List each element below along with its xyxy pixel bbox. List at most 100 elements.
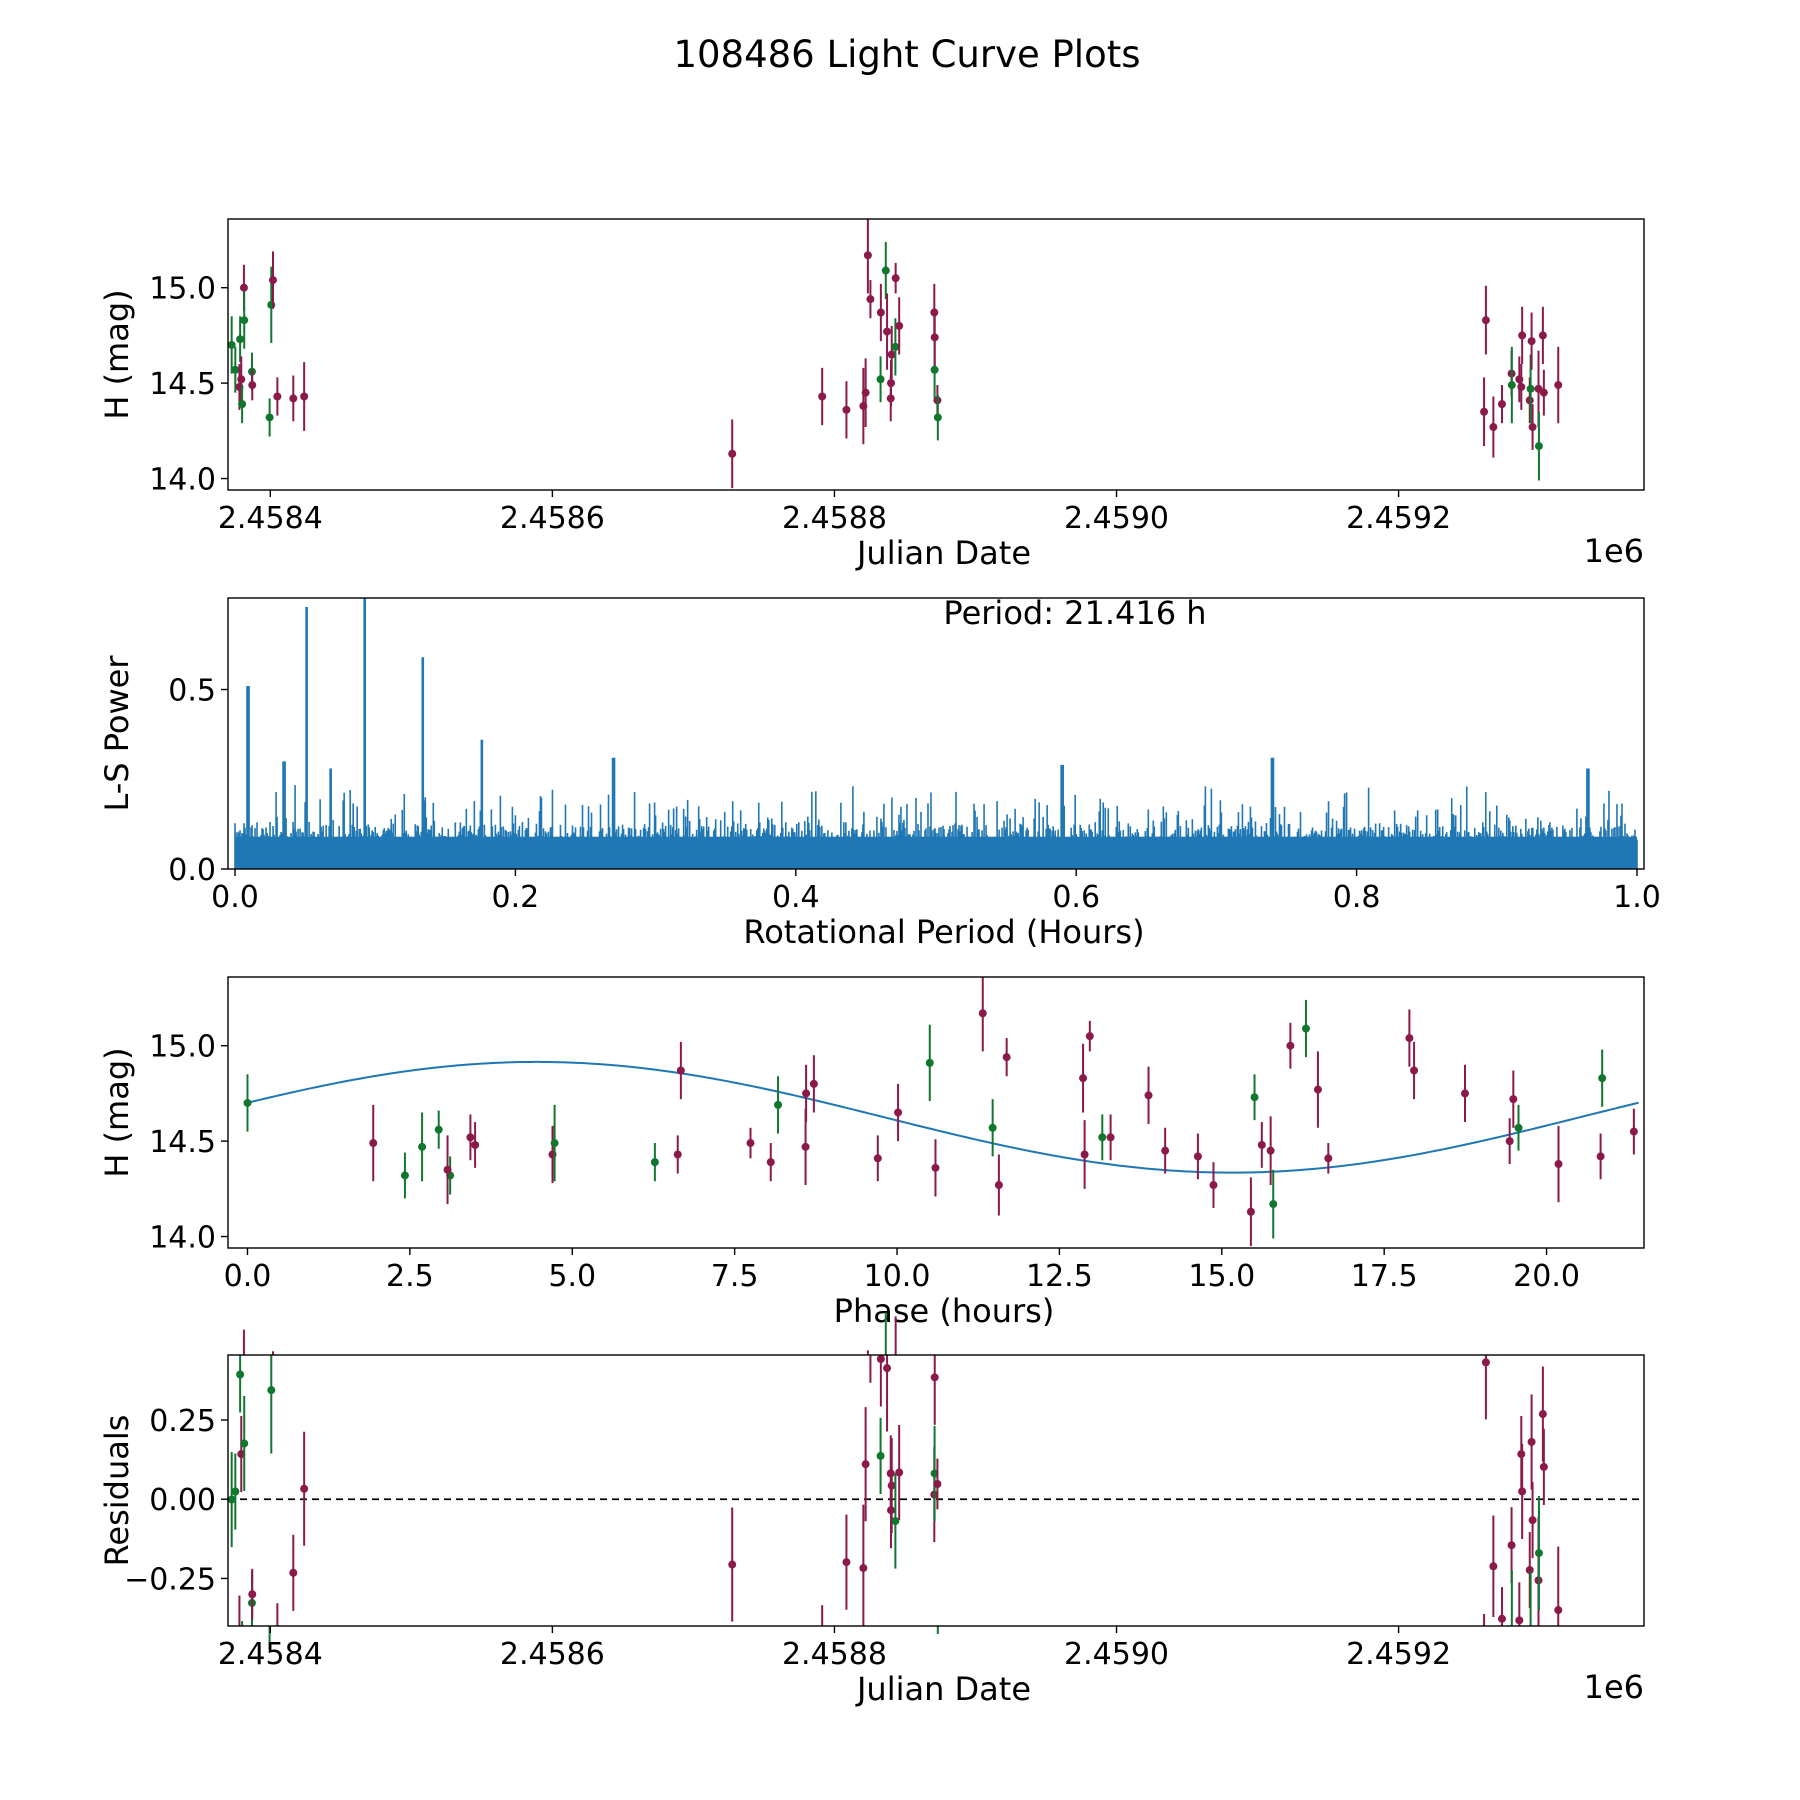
data-marker [1497, 400, 1506, 409]
data-marker [1161, 1146, 1170, 1155]
data-point [1534, 1496, 1543, 1611]
data-marker [1527, 1437, 1536, 1446]
data-point [1098, 1114, 1107, 1161]
x-tick-label: 2.4588 [782, 501, 887, 536]
data-point [1079, 1043, 1088, 1113]
data-marker [802, 1089, 811, 1098]
x-tick-label: 2.4586 [500, 501, 605, 536]
data-point [1518, 306, 1527, 365]
data-marker [1286, 1041, 1295, 1050]
data-point [273, 377, 282, 416]
data-marker [650, 1158, 659, 1167]
data-point [673, 1135, 682, 1174]
y-axis-label: L-S Power [98, 655, 136, 812]
data-point [933, 1458, 942, 1510]
data-marker [891, 1517, 900, 1526]
data-point [887, 325, 896, 384]
data-marker [1002, 1053, 1011, 1062]
data-marker [930, 333, 939, 342]
data-marker [267, 300, 276, 309]
data-point [895, 1424, 904, 1521]
data-point [676, 1041, 685, 1100]
data-marker [471, 1140, 480, 1149]
data-marker [1525, 1566, 1534, 1575]
data-marker [1497, 1614, 1506, 1623]
period-annotation: Period: 21.416 h [943, 594, 1206, 632]
data-marker [1596, 1152, 1605, 1161]
data-point [1505, 1118, 1514, 1165]
data-marker [550, 1139, 559, 1148]
data-marker [1528, 423, 1537, 432]
data-marker [1534, 442, 1543, 451]
data-point [930, 1355, 939, 1425]
data-point [243, 1074, 252, 1132]
data-point [809, 1055, 818, 1113]
y-tick-label: 14.0 [149, 1221, 216, 1256]
y-axis-label: H (mag) [98, 1047, 136, 1177]
data-marker [673, 1150, 682, 1159]
data-marker [1538, 331, 1547, 340]
data-marker [369, 1139, 378, 1148]
data-marker [443, 1165, 452, 1174]
data-marker [1405, 1034, 1414, 1043]
panel-periodogram: Period: 21.416 h 0.0 0.2 0.4 0.6 0.8 1.0 0.0 0.5… [98, 594, 1661, 951]
data-point [1538, 306, 1547, 365]
data-marker [1518, 331, 1527, 340]
data-point [1080, 1120, 1089, 1189]
data-marker [1517, 382, 1526, 391]
data-marker [265, 413, 274, 422]
data-point [818, 367, 827, 426]
data-marker [1324, 1154, 1333, 1163]
data-point [240, 1395, 249, 1492]
data-point [265, 398, 274, 437]
x-axis-label: Phase (hours) [834, 1292, 1055, 1330]
data-point [231, 346, 240, 393]
data-point [1460, 1064, 1469, 1123]
panel-light-curve: 2.4584 2.4586 2.4588 2.4590 2.4592 14.0 14.5 15… [98, 218, 1645, 572]
data-marker [876, 308, 885, 317]
data-point [1405, 1009, 1414, 1067]
data-marker [1257, 1140, 1266, 1149]
data-point [891, 1473, 900, 1569]
data-marker [881, 266, 890, 275]
y-tick-label: 15.0 [149, 1030, 216, 1065]
data-marker [1080, 1150, 1089, 1159]
data-point [876, 1354, 885, 1407]
data-marker [1266, 1146, 1275, 1155]
data-point [994, 1154, 1003, 1216]
data-marker [1554, 1160, 1563, 1169]
data-point [859, 1504, 868, 1626]
data-marker [891, 342, 900, 351]
data-marker [1098, 1133, 1107, 1142]
plot-frame [227, 218, 1645, 491]
data-point [1539, 1428, 1548, 1505]
plot-frame [227, 597, 1645, 870]
data-marker [894, 1108, 903, 1117]
data-marker [1246, 1207, 1255, 1216]
data-point [466, 1114, 475, 1161]
data-marker [1489, 423, 1498, 432]
data-marker [728, 449, 737, 458]
data-point [1528, 1482, 1537, 1559]
data-point [842, 381, 851, 439]
data-marker [842, 405, 851, 414]
data-point [1554, 1125, 1563, 1203]
data-point [400, 1152, 409, 1199]
data-point [1144, 1066, 1153, 1124]
data-marker [887, 1481, 896, 1490]
x-tick-label: 0.6 [1052, 880, 1100, 915]
data-point [883, 293, 892, 370]
data-marker [1481, 316, 1490, 325]
data-point [418, 1112, 427, 1182]
data-point [268, 251, 277, 309]
data-marker [236, 335, 245, 344]
y-tick-label: 15.0 [149, 272, 216, 307]
data-marker [434, 1125, 443, 1134]
x-tick-label: 0.0 [211, 880, 259, 915]
y-tick-label: 14.5 [149, 367, 216, 402]
data-marker [1539, 388, 1548, 397]
data-point [1539, 369, 1548, 416]
data-point [1481, 285, 1490, 355]
data-marker [925, 1058, 934, 1067]
